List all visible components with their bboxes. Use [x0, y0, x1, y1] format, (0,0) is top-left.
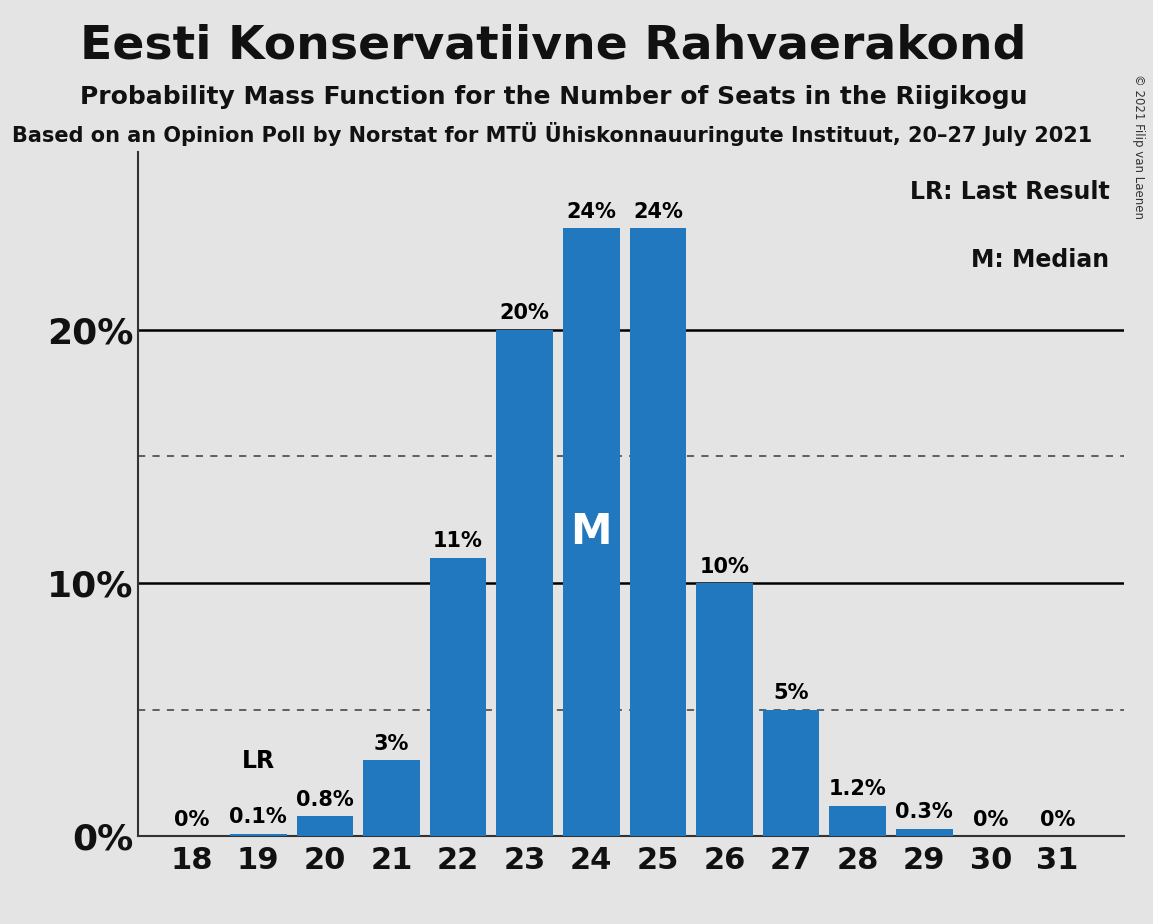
Text: 3%: 3%: [374, 734, 409, 754]
Bar: [563, 228, 619, 836]
Bar: [829, 806, 886, 836]
Text: 24%: 24%: [633, 202, 683, 222]
Bar: [363, 760, 420, 836]
Text: 0%: 0%: [1040, 810, 1076, 830]
Bar: [763, 710, 820, 836]
Text: 0%: 0%: [174, 810, 210, 830]
Text: Eesti Konservatiivne Rahvaerakond: Eesti Konservatiivne Rahvaerakond: [81, 23, 1026, 68]
Text: 0.8%: 0.8%: [296, 790, 354, 809]
Text: 0.1%: 0.1%: [229, 808, 287, 827]
Text: © 2021 Filip van Laenen: © 2021 Filip van Laenen: [1132, 74, 1145, 219]
Bar: [229, 833, 287, 836]
Bar: [896, 829, 952, 836]
Text: 5%: 5%: [774, 683, 809, 703]
Bar: [296, 816, 353, 836]
Text: Based on an Opinion Poll by Norstat for MTÜ Ühiskonnauuringute Instituut, 20–27 : Based on an Opinion Poll by Norstat for …: [12, 122, 1092, 146]
Text: 20%: 20%: [499, 303, 550, 323]
Text: Probability Mass Function for the Number of Seats in the Riigikogu: Probability Mass Function for the Number…: [80, 85, 1027, 109]
Text: LR: LR: [242, 749, 274, 772]
Bar: [630, 228, 686, 836]
Text: 0%: 0%: [973, 810, 1009, 830]
Bar: [696, 583, 753, 836]
Bar: [430, 558, 487, 836]
Bar: [497, 330, 553, 836]
Text: LR: Last Result: LR: Last Result: [910, 180, 1109, 204]
Text: M: Median: M: Median: [971, 249, 1109, 273]
Text: 24%: 24%: [566, 202, 616, 222]
Text: M: M: [571, 511, 612, 553]
Text: 0.3%: 0.3%: [896, 802, 954, 822]
Text: 10%: 10%: [700, 556, 749, 577]
Text: 1.2%: 1.2%: [829, 780, 887, 799]
Text: 11%: 11%: [434, 531, 483, 552]
